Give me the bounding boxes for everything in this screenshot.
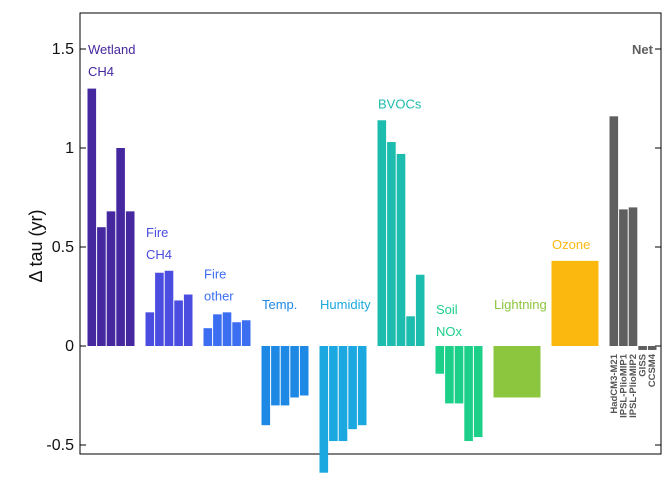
- bar: [348, 346, 357, 430]
- group-label: Wetland: [88, 42, 135, 57]
- group-label: Fire: [204, 266, 226, 281]
- group-label: Ozone: [552, 237, 590, 252]
- bar: [261, 346, 271, 426]
- group-label: Lightning: [494, 297, 547, 312]
- y-axis-label: Δ tau (yr): [26, 209, 46, 282]
- bar: [97, 227, 106, 346]
- bar: [464, 346, 473, 442]
- bar: [280, 346, 290, 406]
- bar: [338, 346, 348, 442]
- group-label: Net: [632, 42, 654, 57]
- bar: [183, 294, 193, 346]
- model-labels: HadCM3-M21IPSL-PlioMIP1IPSL-PlioMIP2GISS…: [609, 353, 658, 418]
- bar: [628, 207, 638, 346]
- group-label: BVOCs: [378, 96, 422, 111]
- group-labels: Wetland CH4 Fire CH4 Fire other Temp. Humidity B…: [88, 42, 654, 339]
- bar: [222, 312, 232, 346]
- bar: [493, 346, 541, 398]
- bar: [619, 209, 628, 346]
- bar: [435, 346, 445, 374]
- bar: [241, 320, 251, 346]
- group-label: CH4: [88, 64, 114, 79]
- bar: [377, 120, 387, 346]
- bar: [145, 312, 155, 346]
- y-tick-label: 1.5: [52, 41, 74, 58]
- bar: [329, 346, 338, 442]
- bar: [387, 142, 396, 346]
- bar: [174, 300, 183, 346]
- bar: [396, 153, 406, 346]
- y-axis: -0.5 0 0.5 1 1.5: [46, 41, 661, 454]
- bar: [116, 148, 125, 346]
- model-label: GISS: [638, 354, 649, 377]
- bar: [125, 211, 135, 346]
- model-label: IPSL-PlioMIP1: [618, 353, 629, 418]
- model-label: IPSL-PlioMIP2: [628, 354, 639, 418]
- bar: [445, 346, 454, 404]
- bar: [454, 346, 464, 404]
- group-label: Humidity: [320, 297, 371, 312]
- bar: [473, 346, 483, 438]
- bar: [232, 322, 241, 346]
- bar: [203, 328, 213, 346]
- bar: [638, 346, 647, 350]
- bar: [155, 272, 164, 346]
- bar: [299, 346, 309, 396]
- y-tick-label: 1: [65, 140, 74, 157]
- bar: [290, 346, 299, 398]
- bar: [106, 211, 116, 346]
- group-label: other: [204, 288, 234, 303]
- group-label: NOx: [436, 324, 463, 339]
- bar: [213, 314, 222, 346]
- y-tick-label: 0.5: [52, 239, 74, 256]
- bar: [164, 270, 174, 346]
- bar: [319, 346, 329, 473]
- group-label: Fire: [146, 225, 168, 240]
- bar: [551, 260, 599, 346]
- bar: [271, 346, 280, 406]
- model-label: CCSM4: [647, 353, 658, 387]
- bar: [609, 116, 619, 346]
- y-tick-label: 0: [65, 338, 74, 355]
- bar: [647, 346, 657, 350]
- plot-frame: [79, 12, 662, 455]
- group-label: Temp.: [262, 297, 297, 312]
- bar: [357, 346, 367, 426]
- model-label: HadCM3-M21: [609, 353, 620, 413]
- bar: [406, 316, 415, 346]
- bar: [87, 88, 97, 346]
- bars: [87, 88, 657, 473]
- group-label: Soil: [436, 302, 458, 317]
- group-label: CH4: [146, 247, 172, 262]
- y-tick-label: -0.5: [46, 437, 74, 454]
- bar: [415, 274, 425, 346]
